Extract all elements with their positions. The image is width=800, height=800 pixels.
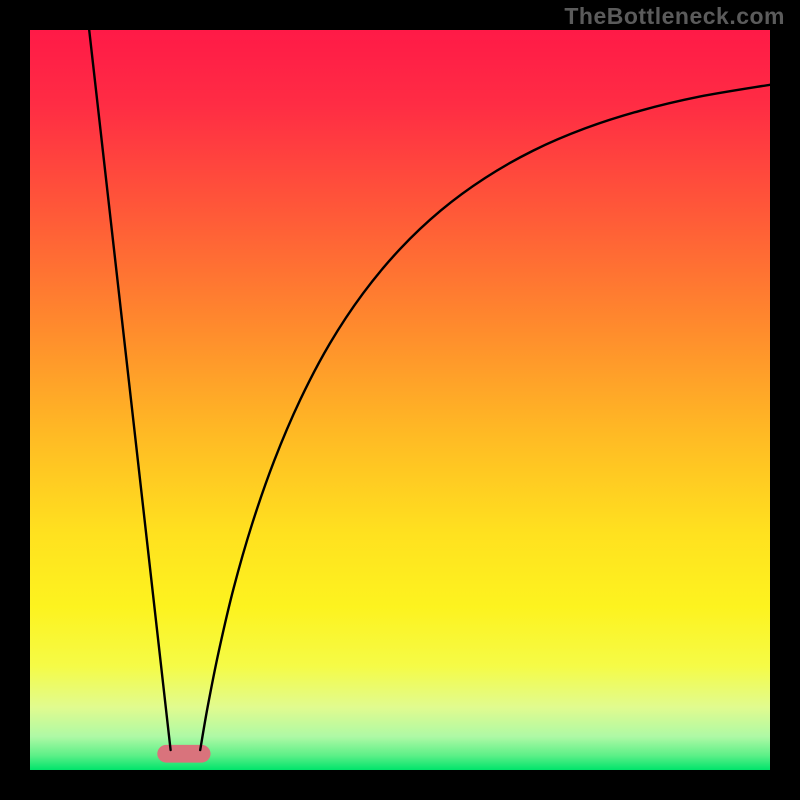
- frame-left: [0, 0, 30, 800]
- watermark-text: TheBottleneck.com: [564, 3, 785, 30]
- chart-container: TheBottleneck.com: [0, 0, 800, 800]
- bottleneck-marker: [157, 745, 210, 763]
- gradient-background: [30, 30, 770, 770]
- gradient-plot: [30, 30, 770, 770]
- frame-bottom: [0, 770, 800, 800]
- frame-right: [770, 0, 800, 800]
